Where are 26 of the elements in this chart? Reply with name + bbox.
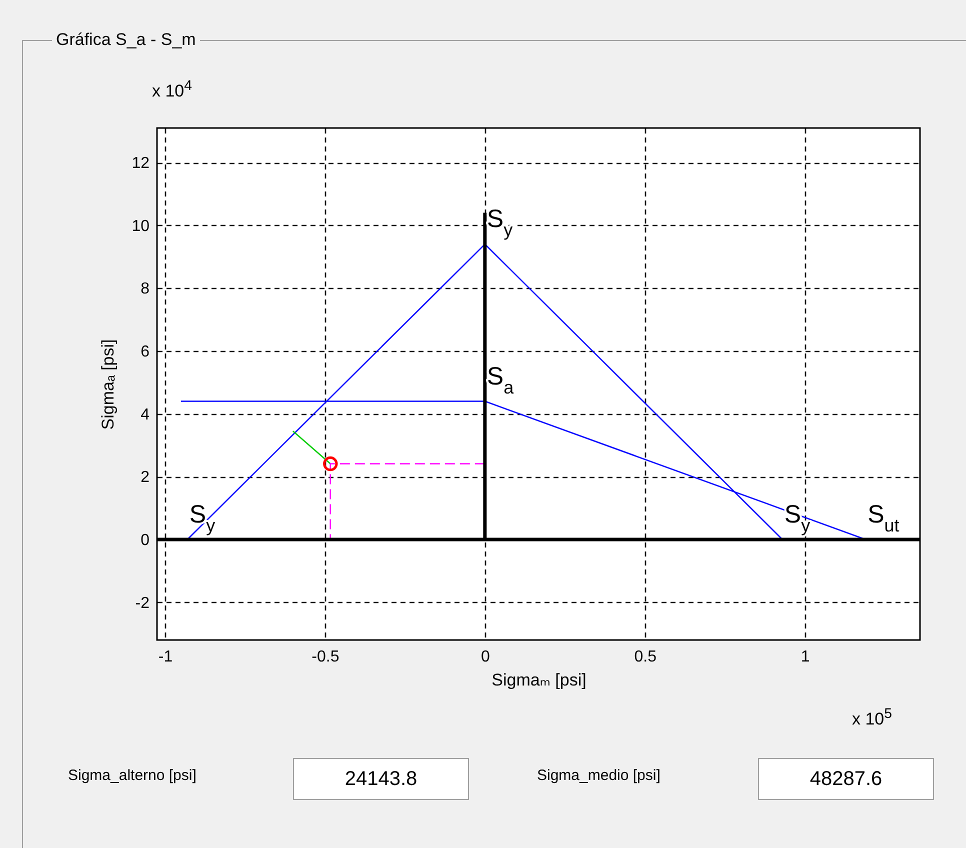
x-tick-label: 0.5	[634, 648, 657, 666]
x-tick-label: 0	[480, 648, 490, 666]
x-axis-title: Sigmaₘ [psi]	[492, 670, 586, 690]
y-tick-label: 0	[140, 532, 150, 549]
y-tick-label: 2	[140, 469, 150, 486]
chart-title: Gráfica S_a - S_m	[52, 30, 200, 50]
text: x 10$^{5}$	[852, 706, 892, 730]
y-tick-label: 4	[140, 406, 150, 424]
x-tick-label: 1	[800, 648, 810, 666]
y-tick-label: -2	[135, 594, 150, 612]
text: x 10$^{4}$	[152, 78, 192, 102]
y-tick-label: 10	[132, 218, 150, 235]
text: Sigma_medio [psi]	[537, 767, 660, 784]
annotation: S$_{ut}$	[868, 500, 900, 536]
y-axis-title: Sigmaₐ [psi]	[98, 339, 118, 430]
annotation: S$_{y}$	[486, 205, 513, 240]
text-field: 48287.6	[758, 758, 934, 800]
annotation: S$_{a}$	[486, 362, 515, 398]
x-tick-label: -0.5	[312, 648, 340, 666]
y-tick-label: 8	[140, 280, 150, 298]
y-tick-label: 12	[132, 155, 150, 172]
y-tick-label: 6	[140, 344, 150, 361]
text: Sigma_alterno [psi]	[68, 767, 196, 784]
text-field: 24143.8	[293, 758, 469, 800]
annotation: S$_{y}$	[189, 500, 216, 536]
x-tick-label: -1	[158, 648, 173, 666]
